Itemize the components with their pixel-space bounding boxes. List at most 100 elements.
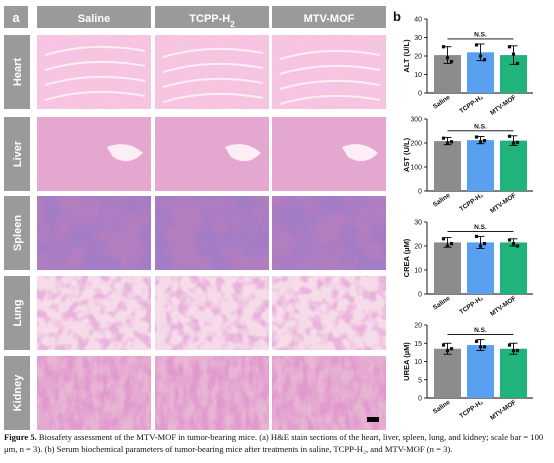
fiber-gap bbox=[162, 77, 264, 88]
data-point bbox=[515, 61, 520, 65]
bar bbox=[467, 345, 494, 398]
data-point bbox=[482, 345, 487, 349]
y-axis-label: UREA (µM) bbox=[402, 342, 411, 381]
data-point bbox=[507, 343, 512, 347]
data-point bbox=[441, 136, 446, 140]
data-point bbox=[449, 59, 454, 64]
y-tick-label: 10 bbox=[414, 359, 422, 366]
bar bbox=[434, 242, 461, 294]
x-tick-label: MTV-MOF bbox=[489, 295, 518, 318]
y-axis-label: CREA (µM) bbox=[402, 238, 411, 277]
data-point bbox=[482, 139, 487, 143]
fiber-gap bbox=[162, 47, 264, 58]
fiber-gap bbox=[44, 60, 146, 71]
data-point bbox=[441, 343, 446, 347]
fiber-gap bbox=[162, 92, 264, 103]
data-point bbox=[511, 242, 516, 246]
data-point bbox=[478, 140, 483, 144]
significance-label: N.S. bbox=[474, 31, 487, 38]
column-header-box bbox=[272, 6, 386, 28]
significance-label: N.S. bbox=[474, 123, 487, 130]
data-point bbox=[445, 141, 450, 145]
vessel-lumen bbox=[342, 144, 378, 162]
tissue-texture bbox=[37, 196, 151, 270]
fiber-gap bbox=[279, 64, 381, 75]
x-tick-label: Saline bbox=[432, 94, 452, 111]
column-header-box bbox=[155, 6, 269, 28]
data-point bbox=[445, 244, 450, 248]
vessel-lumen bbox=[107, 144, 143, 162]
column-header-box bbox=[37, 6, 151, 28]
row-label-box bbox=[4, 117, 30, 191]
x-tick-label: Saline bbox=[432, 399, 452, 416]
row-label: Heart bbox=[12, 58, 24, 86]
bar-chart-1: 0 10 20 30 40 ALT (U/L) Saline TCPP-H₂ MTV-MOF N.… bbox=[402, 17, 533, 117]
data-point bbox=[478, 345, 483, 349]
column-header: Saline bbox=[78, 13, 110, 25]
y-tick-label: 20 bbox=[414, 244, 422, 251]
data-point bbox=[449, 242, 454, 246]
bar bbox=[434, 141, 461, 191]
x-tick-label: TCPP-H₂ bbox=[458, 192, 484, 213]
data-point bbox=[511, 141, 516, 145]
tissue-texture bbox=[272, 276, 386, 350]
data-point bbox=[441, 45, 446, 49]
tissue-texture bbox=[272, 196, 386, 270]
y-tick-label: 10 bbox=[414, 72, 422, 79]
bar-chart-2: 0 100 200 300 AST (U/L) Saline TCPP-H₂ MTV-MOF N… bbox=[402, 117, 533, 215]
y-tick-label: 40 bbox=[414, 17, 422, 24]
y-tick-label: 20 bbox=[414, 323, 422, 330]
data-point bbox=[515, 348, 520, 353]
row-label-box bbox=[4, 276, 30, 350]
fiber-gap bbox=[44, 45, 146, 56]
fiber-gap bbox=[279, 79, 381, 90]
y-tick-label: 20 bbox=[414, 54, 422, 61]
scale-bar bbox=[367, 417, 379, 422]
row-label-box bbox=[4, 196, 30, 270]
data-point bbox=[474, 43, 479, 47]
data-point bbox=[507, 238, 512, 242]
data-point bbox=[482, 242, 487, 246]
figure-caption: Figure 5. Biosafety assessment of the MT… bbox=[4, 432, 550, 455]
y-tick-label: 0 bbox=[418, 91, 422, 98]
data-point bbox=[511, 348, 516, 353]
x-tick-label: Saline bbox=[432, 192, 452, 209]
bar-chart-4: 0 5 10 15 20 UREA (µM) Saline TCPP-H₂ MTV-MOF N.S… bbox=[402, 323, 533, 422]
fiber-gap bbox=[44, 90, 146, 101]
x-tick-label: TCPP-H₂ bbox=[458, 295, 484, 316]
panel-b-label: b bbox=[393, 9, 401, 24]
panel-a-label-box bbox=[4, 6, 28, 28]
y-tick-label: 15 bbox=[414, 341, 422, 348]
vessel-lumen bbox=[225, 144, 261, 162]
data-point bbox=[449, 347, 454, 351]
significance-label: N.S. bbox=[474, 224, 487, 231]
y-tick-label: 0 bbox=[418, 396, 422, 403]
x-tick-label: MTV-MOF bbox=[489, 94, 518, 117]
bar bbox=[500, 348, 527, 398]
bar bbox=[467, 140, 494, 191]
y-tick-label: 0 bbox=[418, 292, 422, 299]
data-point bbox=[441, 237, 446, 241]
row-label: Liver bbox=[12, 140, 24, 167]
tissue-texture bbox=[155, 35, 269, 109]
fiber-gap bbox=[44, 75, 146, 86]
y-tick-label: 30 bbox=[414, 220, 422, 227]
data-point bbox=[474, 339, 479, 344]
data-point bbox=[507, 134, 512, 138]
x-tick-label: MTV-MOF bbox=[489, 399, 518, 422]
tissue-texture bbox=[155, 276, 269, 350]
fiber-gap bbox=[279, 94, 381, 105]
figure: a Saline TCPP-H2 MTV-MOF Heart Liver Spleen Lun… bbox=[4, 6, 533, 430]
bar bbox=[500, 242, 527, 294]
data-point bbox=[474, 135, 479, 139]
tissue-texture bbox=[37, 276, 151, 350]
panel-a: a Saline TCPP-H2 MTV-MOF Heart Liver Spleen Lun… bbox=[4, 6, 386, 430]
data-point bbox=[515, 244, 520, 248]
column-header: MTV-MOF bbox=[304, 13, 355, 25]
row-label: Kidney bbox=[12, 374, 24, 412]
data-point bbox=[449, 140, 454, 144]
bar bbox=[500, 140, 527, 191]
y-tick-label: 5 bbox=[418, 377, 422, 384]
column-header: TCPP-H2 bbox=[189, 13, 235, 29]
